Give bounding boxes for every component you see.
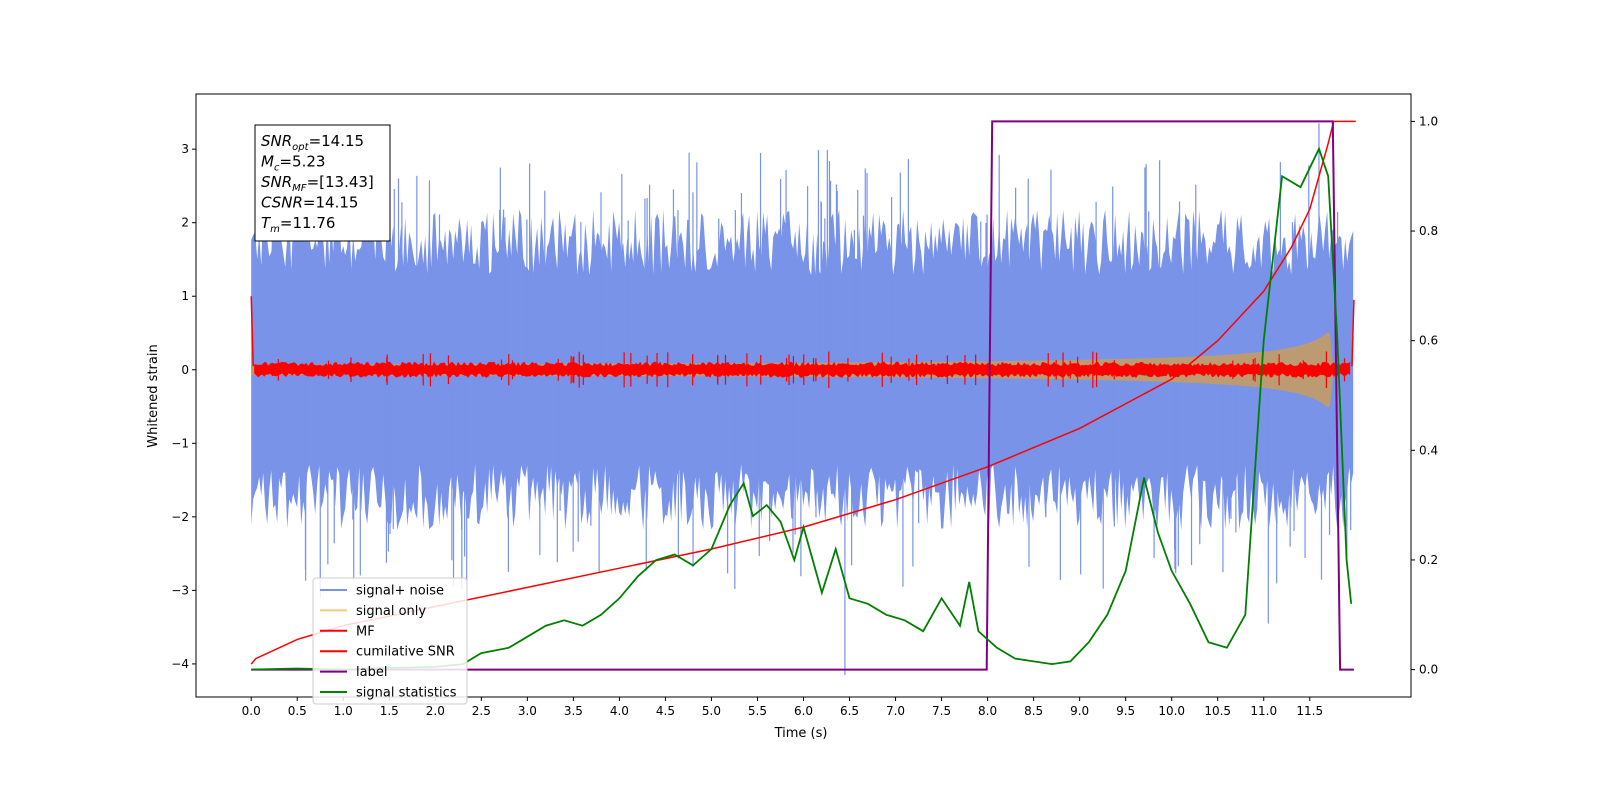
mf-edge [1351, 299, 1355, 367]
x-tick-label: 0.0 [242, 704, 261, 718]
metric-symbol: T [261, 214, 272, 232]
y-tick-label: 3 [181, 142, 189, 156]
y-tick-label: −3 [171, 583, 189, 597]
metrics-annotation-box: SNRopt=14.15Mc=5.23SNRMF=[13.43]CSNR=14.… [254, 124, 391, 242]
metric-line: CSNR=14.15 [261, 194, 358, 212]
legend-entry: signal statistics [320, 686, 457, 701]
metric-symbol: SNR [261, 132, 292, 150]
y-tick-label: −1 [171, 436, 189, 450]
metric-symbol: SNR [261, 173, 292, 191]
metric-value: =14.15 [303, 194, 359, 212]
x-tick-label: 9.5 [1116, 704, 1135, 718]
y-right-tick-label: 0.0 [1419, 663, 1438, 677]
x-tick-label: 0.5 [288, 704, 307, 718]
x-tick-label: 11.5 [1296, 704, 1323, 718]
mf-edge [250, 296, 254, 367]
x-tick-label: 3.0 [518, 704, 537, 718]
legend-entry: signal only [320, 604, 426, 619]
y-axis-label: Whitened strain [146, 344, 161, 447]
metric-line: Mc=5.23 [261, 153, 325, 174]
y-tick-label: 2 [181, 216, 189, 230]
legend-entry: cumilative SNR [320, 645, 455, 660]
x-tick-label: 2.5 [472, 704, 491, 718]
metric-value: =[13.43] [307, 173, 374, 191]
y-right-tick-label: 1.0 [1419, 114, 1438, 128]
metric-line: Tm=11.76 [261, 214, 335, 235]
x-tick-label: 1.5 [380, 704, 399, 718]
metric-line: SNRMF=[13.43] [261, 173, 374, 194]
y-tick-label: 0 [181, 363, 189, 377]
metric-value: =14.15 [309, 132, 365, 150]
metric-value: =5.23 [279, 153, 325, 171]
metric-subscript: m [270, 224, 280, 235]
x-tick-label: 7.0 [886, 704, 905, 718]
legend-entry: label [320, 665, 387, 680]
y-right-tick-label: 0.8 [1419, 224, 1438, 238]
y-right-tick-label: 0.4 [1419, 443, 1438, 457]
signal-noise-spikes [271, 123, 1352, 675]
y-axis-right: 0.0 0.2 0.4 0.6 0.8 1.0 [1411, 114, 1438, 677]
x-tick-label: 6.0 [794, 704, 813, 718]
x-tick-label: 9.0 [1070, 704, 1089, 718]
y-right-tick-label: 0.6 [1419, 334, 1438, 348]
x-tick-label: 4.5 [656, 704, 675, 718]
legend: signal+ noise signal only MF cumilative SNR… [312, 577, 468, 705]
legend-entry: signal+ noise [320, 584, 444, 599]
x-tick-label: 8.0 [978, 704, 997, 718]
metric-subscript: c [274, 163, 280, 174]
x-tick-label: 6.5 [840, 704, 859, 718]
x-tick-label: 5.5 [748, 704, 767, 718]
legend-label: MF [356, 624, 375, 639]
x-tick-label: 7.5 [932, 704, 951, 718]
legend-entry: MF [320, 624, 375, 639]
x-tick-label: 11.0 [1250, 704, 1277, 718]
x-axis: 0.0 0.5 1.0 1.5 2.0 2.5 3.0 3.5 4.0 4.5 5.0 5.5 6.0 6… [242, 697, 1323, 718]
x-tick-label: 2.0 [426, 704, 445, 718]
legend-label: signal only [356, 604, 426, 619]
metric-line: SNRopt=14.15 [261, 132, 364, 153]
metric-subscript: opt [292, 142, 309, 153]
y-tick-label: 1 [181, 289, 189, 303]
y-axis-left: −4 −3 −2 −1 0 1 2 3 [171, 142, 196, 671]
signal-statistics-line [251, 146, 1353, 671]
y-right-tick-label: 0.2 [1419, 553, 1438, 567]
x-tick-label: 3.5 [564, 704, 583, 718]
x-tick-label: 10.0 [1158, 704, 1185, 718]
legend-label: label [356, 665, 387, 680]
mf-line [254, 361, 1351, 378]
plot-area [250, 120, 1356, 675]
x-axis-label: Time (s) [774, 726, 828, 741]
metric-value: =11.76 [280, 214, 336, 232]
label-line [251, 120, 1354, 671]
y-tick-label: −2 [171, 510, 189, 524]
x-tick-label: 5.0 [702, 704, 721, 718]
x-tick-label: 8.5 [1024, 704, 1043, 718]
metric-subscript: MF [292, 183, 307, 194]
mf-spikes [250, 296, 1355, 389]
metric-symbol: M [261, 153, 274, 171]
x-tick-label: 1.0 [334, 704, 353, 718]
y-tick-label: −4 [171, 657, 189, 671]
x-tick-label: 4.0 [610, 704, 629, 718]
x-tick-label: 10.5 [1204, 704, 1231, 718]
legend-label: signal statistics [356, 686, 457, 701]
legend-label: cumilative SNR [356, 645, 455, 660]
metric-symbol: CSNR [261, 194, 303, 212]
legend-label: signal+ noise [356, 584, 444, 599]
